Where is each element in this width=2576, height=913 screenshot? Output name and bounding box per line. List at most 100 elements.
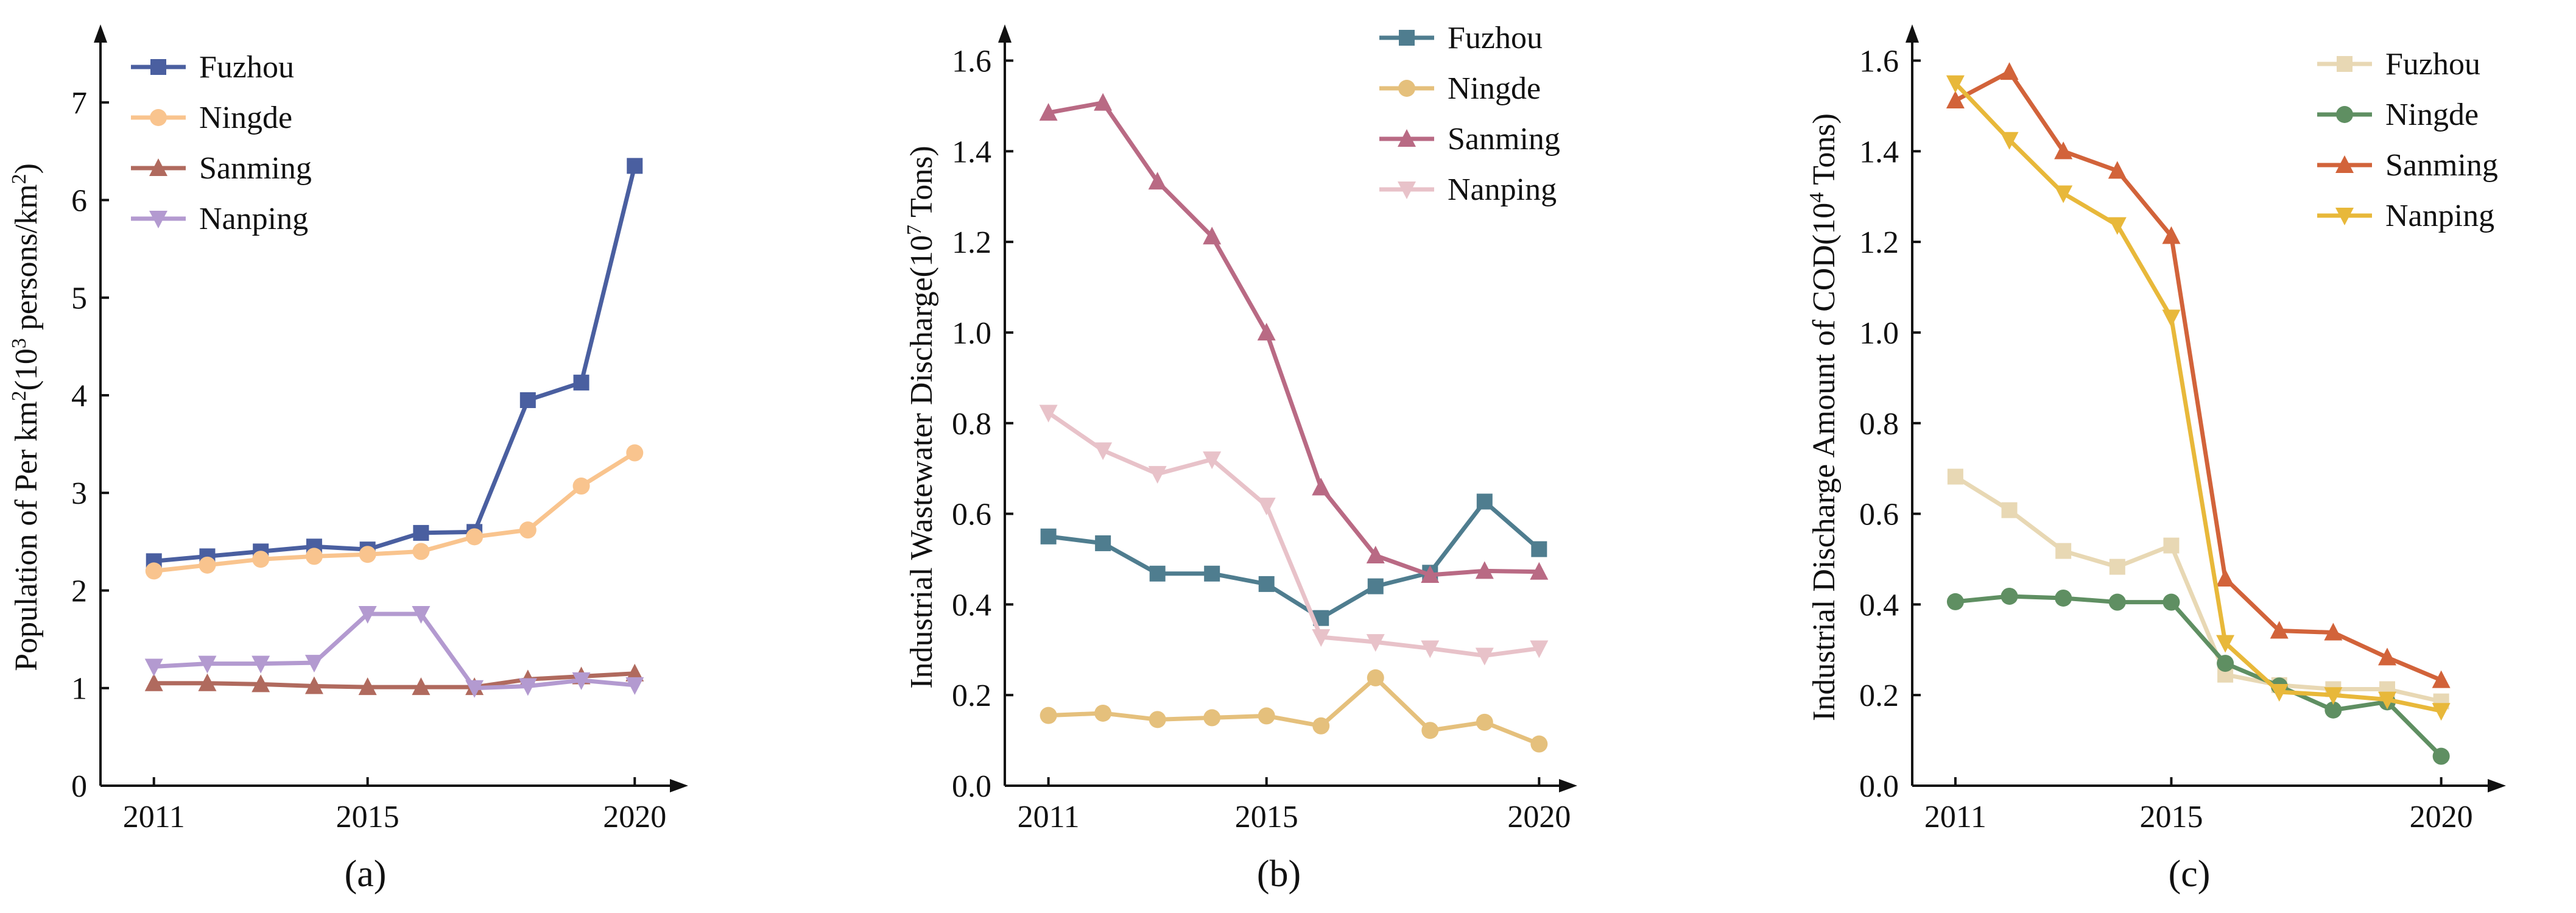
y-tick-label: 0.6 (1859, 498, 1899, 532)
data-point (1476, 493, 1493, 510)
x-tick-label: 2011 (1924, 800, 1987, 834)
data-point (2054, 141, 2073, 160)
chart-panel-2: 0.0 0.2 0.4 0.6 0.8 1.0 1.2 1.4 1.6 2011 2015 2020 I… (1806, 24, 2506, 895)
data-point (252, 655, 270, 674)
x-tick-label: 2020 (603, 800, 666, 834)
x-tick-label: 2020 (1507, 800, 1571, 834)
x-axis-arrow (1559, 779, 1577, 792)
data-point (2001, 502, 2018, 518)
legend-marker (1399, 30, 1415, 46)
legend-item-fuzhou: Fuzhou (131, 50, 294, 85)
legend-item-nanping: Nanping (131, 202, 308, 236)
y-tick-label: 2 (71, 574, 87, 608)
legend-label: Ningde (199, 100, 292, 135)
y-tick-label: 1.4 (1859, 135, 1899, 169)
data-point (412, 543, 430, 560)
data-point (1203, 451, 1222, 470)
legend-label: Sanming (1448, 122, 1560, 157)
data-point (1258, 576, 1275, 592)
data-point (2324, 622, 2343, 641)
y-tick-label: 1.0 (1859, 316, 1899, 351)
series-fuzhou (1040, 493, 1547, 626)
x-tick-label: 2011 (123, 800, 185, 834)
legend-marker (149, 158, 167, 176)
data-point (144, 673, 163, 691)
series-ningde (145, 444, 644, 580)
y-tick-label: 0.2 (1859, 679, 1899, 713)
y-tick-label: 1.4 (952, 135, 991, 169)
legend-item-ningde: Ningde (131, 100, 292, 135)
y-axis-arrow (1906, 24, 1919, 43)
data-point (305, 548, 323, 565)
data-point (358, 605, 377, 624)
data-point (2216, 635, 2235, 653)
data-point (1149, 711, 1166, 728)
x-tick-label: 2015 (2139, 800, 2203, 834)
data-point (573, 375, 589, 391)
data-point (2108, 217, 2127, 235)
legend-label: Nanping (2385, 199, 2494, 233)
x-tick-label: 2015 (336, 800, 399, 834)
legend-label: Nanping (199, 202, 308, 236)
data-point (2432, 670, 2451, 688)
data-point (144, 658, 163, 677)
x-axis-arrow (670, 779, 688, 792)
data-point (359, 546, 376, 563)
data-point (304, 655, 323, 673)
legend-marker (2335, 208, 2354, 225)
legend-label: Fuzhou (2385, 47, 2480, 82)
y-axis-arrow (94, 24, 107, 43)
data-point (412, 605, 431, 624)
y-tick-label: 0 (71, 769, 87, 804)
series-sanming (1039, 93, 1549, 583)
panel-label: (c) (2169, 853, 2211, 895)
panel-label: (a) (345, 853, 387, 895)
legend-label: Fuzhou (1448, 21, 1543, 55)
data-point (1530, 735, 1548, 753)
data-point (1947, 468, 1963, 485)
data-point (1149, 565, 1166, 582)
data-point (626, 444, 644, 462)
data-point (304, 676, 323, 694)
data-point (519, 392, 536, 408)
legend-marker (150, 109, 167, 126)
x-tick-label: 2011 (1018, 800, 1080, 834)
data-point (198, 655, 217, 674)
data-point (1367, 578, 1384, 594)
data-point (572, 672, 591, 690)
data-point (1257, 498, 1276, 516)
series-ningde (1946, 587, 2450, 765)
legend-item-sanming: Sanming (2317, 148, 2498, 183)
data-point (2055, 543, 2072, 559)
data-point (1040, 528, 1057, 545)
legend-label: Ningde (1448, 71, 1541, 106)
data-point (2378, 647, 2396, 666)
y-tick-label: 1.2 (952, 225, 991, 260)
series-ningde (1040, 669, 1548, 753)
series-fuzhou (1947, 468, 2449, 710)
data-point (1095, 535, 1111, 551)
data-point (466, 528, 484, 546)
series-line (153, 451, 636, 573)
data-point (1946, 593, 1964, 610)
data-point (1421, 565, 1440, 583)
y-tick-label: 1.6 (952, 44, 991, 79)
series-sanming (144, 663, 644, 696)
series-line (1954, 82, 2442, 713)
y-tick-label: 0.8 (952, 407, 991, 442)
legend-label: Ningde (2385, 97, 2479, 132)
data-point (1257, 322, 1276, 340)
series-line (153, 612, 635, 691)
data-point (1946, 75, 1965, 93)
data-point (1367, 669, 1384, 686)
series-line (1048, 499, 1541, 621)
data-point (1421, 640, 1440, 658)
y-tick-label: 0.4 (952, 588, 991, 622)
data-point (1421, 722, 1439, 739)
y-tick-label: 5 (71, 281, 87, 316)
panel-label: (b) (1257, 853, 1301, 895)
series-line (153, 671, 635, 689)
data-point (1094, 704, 1112, 722)
data-point (2001, 587, 2018, 605)
